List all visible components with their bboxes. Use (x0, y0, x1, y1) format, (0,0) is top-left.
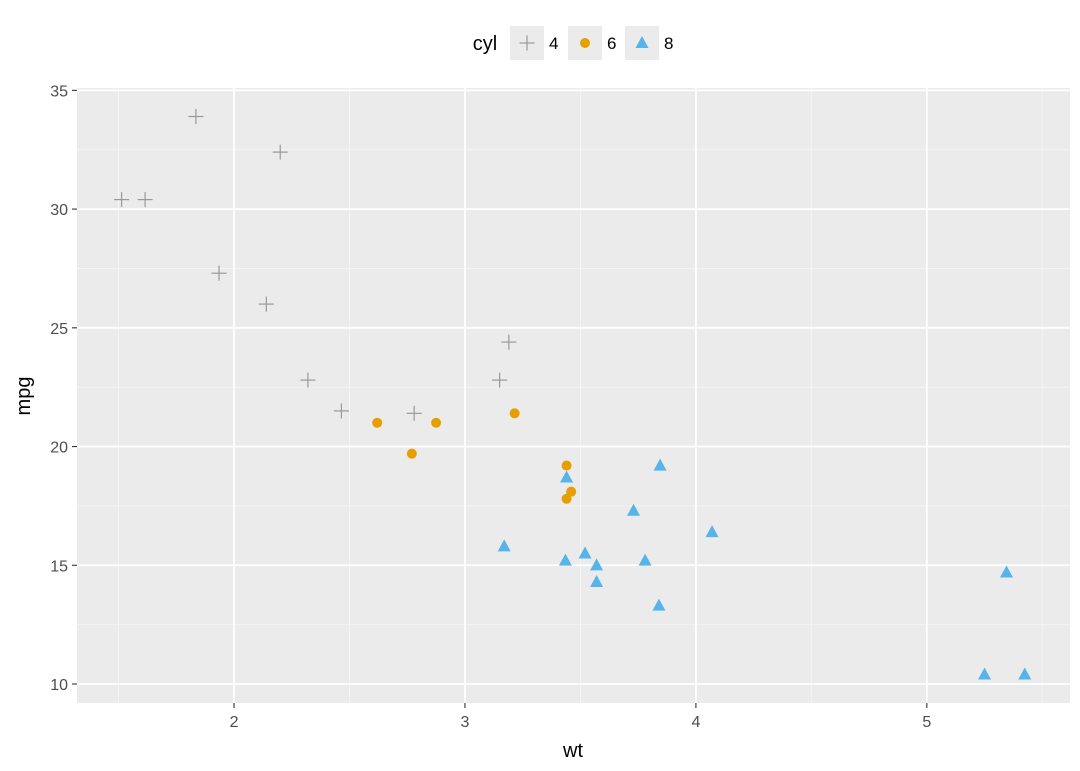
y-tick-label: 30 (50, 202, 68, 219)
data-point-cyl-4 (272, 144, 288, 160)
data-point-cyl-8 (638, 553, 652, 566)
data-point-cyl-4 (300, 372, 316, 388)
x-tick-label: 4 (691, 714, 700, 731)
y-axis-title: mpg (13, 377, 35, 416)
data-point-cyl-4 (137, 192, 153, 208)
legend-key-triangle-icon (635, 36, 649, 49)
data-point-cyl-8 (978, 667, 992, 680)
data-point-cyl-8 (653, 458, 667, 471)
data-point-cyl-8 (558, 553, 572, 566)
panel-background (77, 88, 1070, 703)
data-point-cyl-8 (1018, 667, 1032, 680)
data-point-cyl-4 (188, 108, 204, 124)
data-point-cyl-6 (431, 417, 442, 428)
data-point-cyl-8 (497, 539, 511, 552)
data-point-cyl-6 (561, 493, 572, 504)
data-point-cyl-4 (114, 192, 130, 208)
data-point-cyl-6 (566, 486, 577, 497)
data-point-cyl-8 (627, 503, 641, 516)
major-gridlines (77, 88, 1070, 703)
data-point-cyl-4 (258, 296, 274, 312)
legend-key-circle-icon (580, 38, 590, 48)
legend: cyl 4 6 8 (473, 26, 673, 60)
x-axis-title: wt (562, 740, 583, 762)
x-tick-label: 3 (461, 714, 470, 731)
x-tick-label: 5 (922, 714, 931, 731)
data-point-cyl-8 (590, 574, 604, 587)
data-point-cyl-8 (705, 525, 719, 538)
tick-labels: 2 3 4 5 10 15 20 25 30 35 (50, 83, 931, 731)
data-point-cyl-6 (406, 448, 417, 459)
data-point-cyl-8 (578, 546, 592, 559)
legend-label: 4 (549, 34, 558, 53)
legend-label: 8 (664, 34, 673, 53)
data-points (114, 108, 1032, 680)
data-point-cyl-4 (492, 372, 508, 388)
y-tick-label: 20 (50, 440, 68, 457)
x-tick-label: 2 (230, 714, 239, 731)
legend-title: cyl (473, 33, 497, 55)
minor-gridlines (77, 88, 1070, 703)
data-point-cyl-6 (509, 408, 520, 419)
data-point-cyl-4 (333, 403, 349, 419)
data-point-cyl-8 (560, 470, 574, 483)
legend-key-plus-icon (519, 35, 535, 51)
axis-ticks (72, 89, 928, 708)
y-tick-label: 25 (50, 321, 68, 338)
legend-label: 6 (607, 34, 616, 53)
data-point-cyl-6 (561, 460, 572, 471)
y-tick-label: 10 (50, 677, 68, 694)
data-point-cyl-8 (590, 558, 604, 571)
data-point-cyl-6 (372, 417, 383, 428)
data-point-cyl-4 (501, 334, 517, 350)
data-point-cyl-8 (652, 598, 666, 611)
data-point-cyl-8 (999, 565, 1013, 578)
data-point-cyl-4 (406, 405, 422, 421)
y-tick-label: 35 (50, 83, 68, 100)
y-tick-label: 15 (50, 558, 68, 575)
data-point-cyl-4 (211, 265, 227, 281)
